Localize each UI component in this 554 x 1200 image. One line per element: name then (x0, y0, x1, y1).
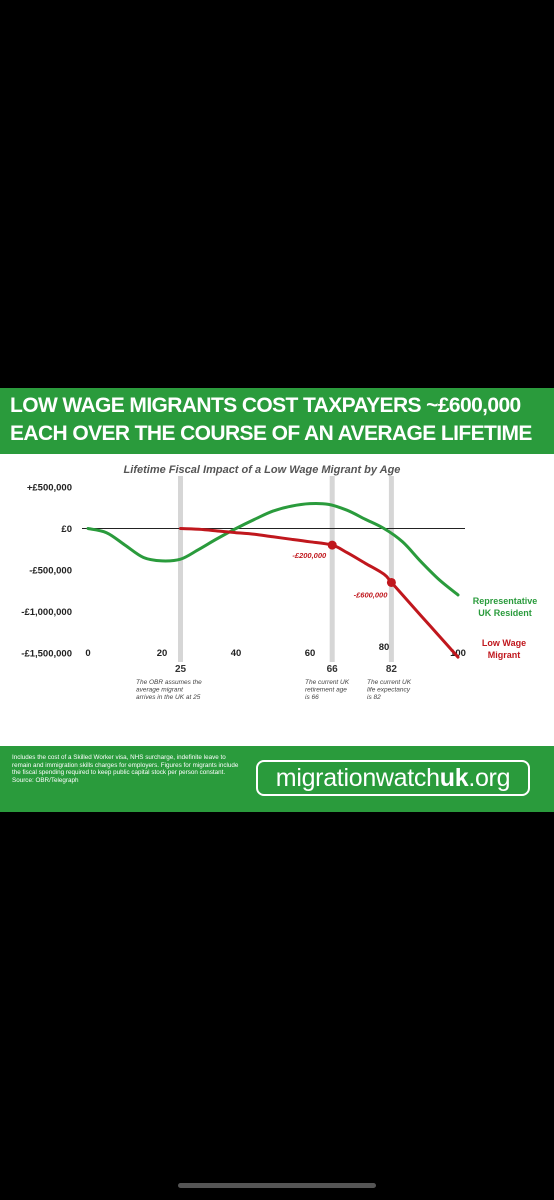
infographic-card: LOW WAGE MIGRANTS COST TAXPAYERS ~£600,0… (0, 388, 554, 812)
annotation-note: The current UK life expectancy is 82 (367, 679, 412, 701)
legend-migrant-line-1: Low Wage (482, 638, 526, 648)
footnote: Includes the cost of a Skilled Worker vi… (12, 754, 239, 784)
home-indicator[interactable] (178, 1183, 376, 1188)
annotation-line-25 (178, 476, 183, 662)
series-line-uk-resident (86, 501, 460, 597)
data-point-label: -£600,000 (354, 590, 389, 599)
headline-line-1: LOW WAGE MIGRANTS COST TAXPAYERS ~£600,0… (10, 394, 521, 417)
y-tick-label: +£500,000 (27, 483, 72, 494)
x-tick-label: 100 (450, 648, 466, 659)
annotation-note: The OBR assumes the average migrant arrive… (136, 679, 202, 701)
brand-part-1: migration (275, 764, 376, 792)
y-tick-label: -£1,500,000 (21, 649, 72, 660)
x-tick-label: 40 (231, 648, 242, 659)
annotation-age-label: 82 (386, 664, 398, 675)
x-tick-label: 20 (157, 648, 168, 659)
footer-banner: Includes the cost of a Skilled Worker vi… (0, 746, 554, 812)
headline-banner: LOW WAGE MIGRANTS COST TAXPAYERS ~£600,0… (0, 388, 554, 454)
brand-part-3: uk (439, 764, 469, 792)
data-point-marker (386, 577, 396, 587)
y-tick-label: -£500,000 (29, 566, 72, 577)
series-line-low-wage-migrant (179, 527, 460, 659)
annotation-line-66 (329, 476, 335, 662)
brand-logo[interactable]: migrationwatchuk.org (256, 760, 530, 796)
x-tick-label: 60 (305, 648, 316, 659)
line-chart: Lifetime Fiscal Impact of a Low Wage Mig… (21, 464, 538, 701)
brand-part-2: watch (375, 764, 440, 792)
brand-part-4: .org (468, 764, 511, 792)
y-tick-label: £0 (61, 524, 72, 535)
annotation-age-label: 25 (175, 664, 187, 675)
data-point-label: -£200,000 (292, 551, 327, 560)
annotation-age-label: 66 (327, 664, 339, 675)
headline-line-2: EACH OVER THE COURSE OF AN AVERAGE LIFET… (10, 422, 532, 445)
x-tick-label: 0 (85, 648, 90, 659)
chart-panel: Lifetime Fiscal Impact of a Low Wage Mig… (0, 454, 554, 746)
annotation-line-82 (388, 476, 394, 662)
legend-uk-resident-line-1: Representative (473, 596, 538, 606)
y-tick-label: -£1,000,000 (21, 607, 72, 618)
legend-uk-resident-line-2: UK Resident (478, 608, 532, 618)
annotation-note: The current UK retirement age is 66 (305, 679, 350, 701)
chart-title: Lifetime Fiscal Impact of a Low Wage Mig… (124, 464, 401, 476)
x-tick-label: 80 (379, 642, 390, 653)
legend-migrant-line-2: Migrant (488, 650, 521, 660)
data-point-marker (327, 540, 337, 550)
